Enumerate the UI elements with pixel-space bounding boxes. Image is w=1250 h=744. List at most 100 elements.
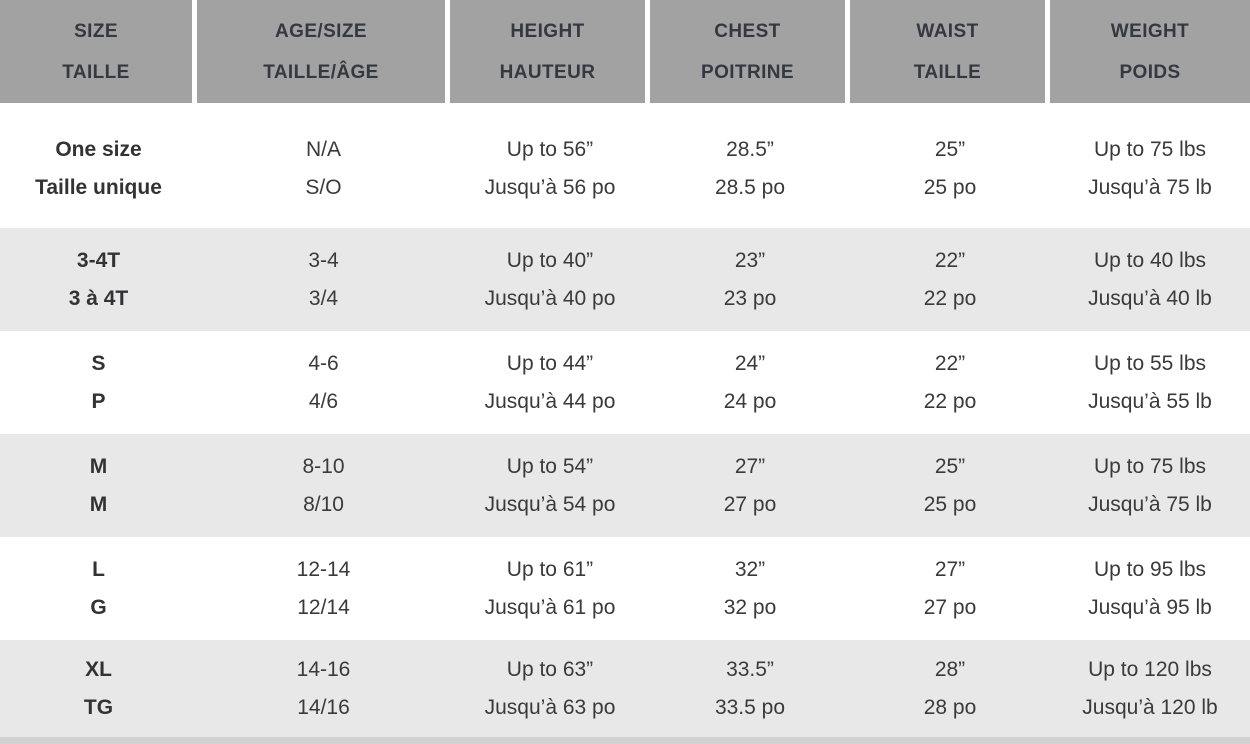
- cell-waist: 27” 27 po: [850, 537, 1050, 640]
- cell-value-en: 25”: [934, 138, 966, 161]
- cell-waist: 22” 22 po: [850, 331, 1050, 434]
- cell-value-en: Up to 120 lbs: [1088, 657, 1212, 681]
- cell-value-fr: 25 po: [923, 492, 977, 516]
- cell-weight: Up to 75 lbs Jusqu’à 75 lb: [1050, 110, 1250, 228]
- cell-value-en: S: [91, 351, 106, 375]
- cell-value-fr: 27 po: [923, 595, 977, 619]
- cell-height: Up to 40” Jusqu’à 40 po: [450, 228, 650, 331]
- cell-value-fr: 28 po: [923, 695, 977, 719]
- cell-age-size: 8-10 8/10: [197, 434, 450, 537]
- header-cell-height: HEIGHT HAUTEUR: [450, 0, 650, 103]
- table-header-row: SIZE TAILLE AGE/SIZE TAILLE/ÂGE HEIGHT H…: [0, 0, 1250, 103]
- cell-value-fr: 4/6: [308, 389, 339, 413]
- cell-value-en: Up to 56”: [506, 138, 594, 161]
- header-label-en: WEIGHT: [1110, 20, 1190, 42]
- cell-value-en: N/A: [305, 138, 341, 161]
- cell-size: S P: [0, 331, 197, 434]
- cell-value-fr: 33.5 po: [714, 695, 786, 719]
- header-label-fr: POIDS: [1119, 61, 1181, 83]
- cell-waist: 25” 25 po: [850, 434, 1050, 537]
- cell-value-en: Up to 40 lbs: [1093, 248, 1207, 272]
- cell-value-en: 3-4: [308, 248, 339, 272]
- header-cell-age-size: AGE/SIZE TAILLE/ÂGE: [197, 0, 450, 103]
- cell-chest: 33.5” 33.5 po: [650, 640, 850, 737]
- cell-value-fr: G: [90, 595, 107, 619]
- cell-height: Up to 44” Jusqu’à 44 po: [450, 331, 650, 434]
- header-cell-size: SIZE TAILLE: [0, 0, 197, 103]
- cell-height: Up to 63” Jusqu’à 63 po: [450, 640, 650, 737]
- cell-value-en: Up to 40”: [506, 248, 594, 272]
- header-cell-waist: WAIST TAILLE: [850, 0, 1050, 103]
- header-label-fr: TAILLE: [913, 61, 982, 83]
- cell-value-fr: Jusqu’à 56 po: [484, 176, 616, 199]
- cell-weight: Up to 75 lbs Jusqu’à 75 lb: [1050, 434, 1250, 537]
- cell-value-fr: 32 po: [723, 595, 777, 619]
- cell-chest: 24” 24 po: [650, 331, 850, 434]
- cell-value-fr: S/O: [305, 176, 342, 199]
- cell-value-en: 23”: [734, 248, 766, 272]
- cell-value-en: L: [92, 557, 105, 581]
- cell-value-en: Up to 61”: [506, 557, 594, 581]
- cell-weight: Up to 120 lbs Jusqu’à 120 lb: [1050, 640, 1250, 737]
- cell-value-fr: 3/4: [308, 286, 339, 310]
- cell-value-en: 24”: [734, 351, 766, 375]
- cell-value-fr: Taille unique: [35, 176, 162, 199]
- cell-value-fr: Jusqu’à 95 lb: [1088, 595, 1212, 619]
- cell-value-fr: 3 à 4T: [68, 286, 129, 310]
- cell-value-en: 28”: [934, 657, 966, 681]
- cell-weight: Up to 40 lbs Jusqu’à 40 lb: [1050, 228, 1250, 331]
- header-label-fr: POITRINE: [701, 61, 794, 83]
- cell-value-en: 4-6: [308, 351, 339, 375]
- cell-value-en: Up to 54”: [506, 454, 594, 478]
- cell-value-en: One size: [55, 138, 142, 161]
- cell-value-fr: 23 po: [723, 286, 777, 310]
- cell-height: Up to 61” Jusqu’à 61 po: [450, 537, 650, 640]
- cell-age-size: 14-16 14/16: [197, 640, 450, 737]
- cell-value-en: Up to 95 lbs: [1093, 557, 1207, 581]
- cell-value-en: XL: [85, 657, 112, 681]
- table-row-one-size: One size Taille unique N/A S/O Up to 56”…: [0, 110, 1250, 228]
- table-row-s: S P 4-6 4/6 Up to 44” Jusqu’à 44 po 24” …: [0, 331, 1250, 434]
- header-label-en: AGE/SIZE: [275, 20, 367, 42]
- cell-value-en: Up to 75 lbs: [1093, 454, 1207, 478]
- cell-value-en: 22”: [934, 248, 966, 272]
- cell-age-size: 12-14 12/14: [197, 537, 450, 640]
- cell-value-en: 27”: [934, 557, 966, 581]
- cell-waist: 25” 25 po: [850, 110, 1050, 228]
- header-label-fr: TAILLE: [62, 61, 130, 83]
- cell-waist: 28” 28 po: [850, 640, 1050, 737]
- header-cell-chest: CHEST POITRINE: [650, 0, 850, 103]
- cell-value-fr: 27 po: [723, 492, 777, 516]
- cell-size: 3-4T 3 à 4T: [0, 228, 197, 331]
- cell-chest: 23” 23 po: [650, 228, 850, 331]
- cell-age-size: 3-4 3/4: [197, 228, 450, 331]
- cell-size: L G: [0, 537, 197, 640]
- header-cell-weight: WEIGHT POIDS: [1050, 0, 1250, 103]
- cell-height: Up to 54” Jusqu’à 54 po: [450, 434, 650, 537]
- header-label-en: SIZE: [74, 20, 118, 42]
- cell-value-fr: Jusqu’à 54 po: [484, 492, 616, 516]
- cell-value-fr: Jusqu’à 55 lb: [1088, 389, 1212, 413]
- header-label-en: HEIGHT: [510, 20, 585, 42]
- cell-value-en: 12-14: [296, 557, 351, 581]
- cell-value-en: 22”: [934, 351, 966, 375]
- cell-value-en: 28.5”: [726, 138, 774, 161]
- cell-value-en: Up to 44”: [506, 351, 594, 375]
- cell-value-fr: Jusqu’à 44 po: [484, 389, 616, 413]
- table-row-3-4t: 3-4T 3 à 4T 3-4 3/4 Up to 40” Jusqu’à 40…: [0, 228, 1250, 331]
- cell-waist: 22” 22 po: [850, 228, 1050, 331]
- cell-value-en: 33.5”: [726, 657, 774, 681]
- cell-value-fr: 24 po: [723, 389, 777, 413]
- cell-value-en: 27”: [734, 454, 766, 478]
- cell-weight: Up to 55 lbs Jusqu’à 55 lb: [1050, 331, 1250, 434]
- header-label-fr: TAILLE/ÂGE: [263, 61, 379, 83]
- cell-size: One size Taille unique: [0, 110, 197, 228]
- cell-value-en: 8-10: [302, 454, 345, 478]
- cell-chest: 28.5” 28.5 po: [650, 110, 850, 228]
- cell-weight: Up to 95 lbs Jusqu’à 95 lb: [1050, 537, 1250, 640]
- cell-chest: 32” 32 po: [650, 537, 850, 640]
- table-row-xl: XL TG 14-16 14/16 Up to 63” Jusqu’à 63 p…: [0, 640, 1250, 737]
- cell-value-fr: P: [91, 389, 106, 413]
- table-row-m: M M 8-10 8/10 Up to 54” Jusqu’à 54 po 27…: [0, 434, 1250, 537]
